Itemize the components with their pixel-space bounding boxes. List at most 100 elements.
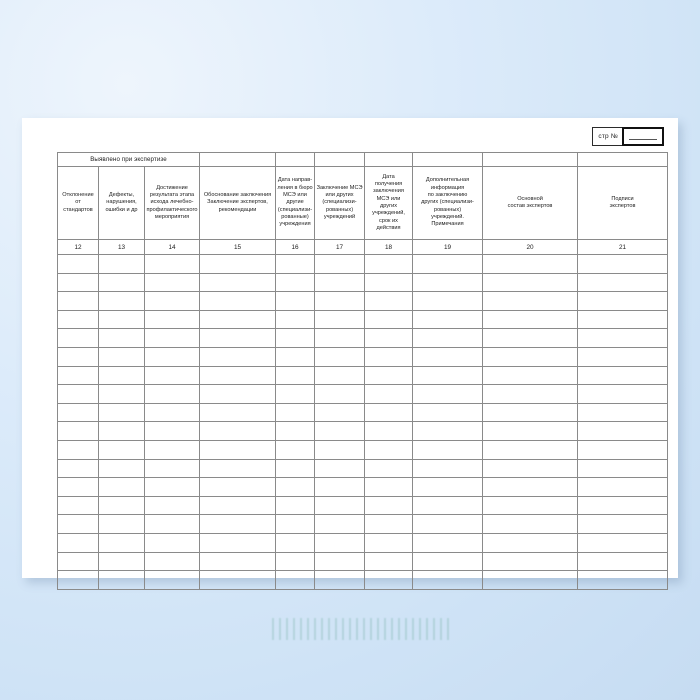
table-cell[interactable]	[482, 458, 579, 479]
table-cell[interactable]	[143, 477, 201, 497]
table-cell[interactable]	[577, 439, 669, 460]
table-cell[interactable]	[412, 291, 484, 311]
table-cell[interactable]	[482, 421, 579, 441]
table-cell[interactable]	[98, 495, 145, 516]
table-row[interactable]	[57, 384, 669, 404]
table-cell[interactable]	[199, 570, 277, 590]
table-cell[interactable]	[577, 365, 669, 386]
table-cell[interactable]	[364, 551, 414, 572]
table-cell[interactable]	[364, 384, 414, 404]
table-cell[interactable]	[412, 365, 484, 386]
table-cell[interactable]	[275, 384, 316, 404]
page-number-field[interactable]: стр №	[592, 127, 664, 146]
table-cell[interactable]	[57, 439, 99, 460]
table-cell[interactable]	[314, 570, 366, 590]
table-row[interactable]	[57, 365, 669, 386]
table-cell[interactable]	[314, 272, 366, 293]
table-cell[interactable]	[98, 384, 145, 404]
table-cell[interactable]	[57, 458, 99, 479]
table-cell[interactable]	[314, 551, 366, 572]
table-cell[interactable]	[57, 328, 99, 348]
table-cell[interactable]	[199, 365, 277, 386]
table-cell[interactable]	[199, 551, 277, 572]
table-cell[interactable]	[577, 495, 669, 516]
table-cell[interactable]	[143, 439, 201, 460]
table-cell[interactable]	[275, 328, 316, 348]
table-cell[interactable]	[98, 458, 145, 479]
table-cell[interactable]	[199, 254, 277, 274]
table-cell[interactable]	[314, 477, 366, 497]
table-cell[interactable]	[98, 365, 145, 386]
table-cell[interactable]	[199, 272, 277, 293]
table-cell[interactable]	[412, 495, 484, 516]
table-cell[interactable]	[98, 551, 145, 572]
table-cell[interactable]	[482, 570, 579, 590]
table-cell[interactable]	[275, 495, 316, 516]
table-cell[interactable]	[98, 439, 145, 460]
table-cell[interactable]	[577, 346, 669, 367]
table-cell[interactable]	[364, 328, 414, 348]
table-cell[interactable]	[143, 309, 201, 330]
table-cell[interactable]	[364, 439, 414, 460]
table-cell[interactable]	[98, 328, 145, 348]
table-cell[interactable]	[482, 365, 579, 386]
table-cell[interactable]	[412, 421, 484, 441]
table-cell[interactable]	[577, 309, 669, 330]
table-cell[interactable]	[482, 551, 579, 572]
table-cell[interactable]	[314, 514, 366, 534]
table-cell[interactable]	[98, 291, 145, 311]
table-row[interactable]	[57, 458, 669, 479]
table-row[interactable]	[57, 570, 669, 590]
table-cell[interactable]	[199, 402, 277, 423]
table-cell[interactable]	[143, 458, 201, 479]
table-cell[interactable]	[143, 402, 201, 423]
table-cell[interactable]	[275, 421, 316, 441]
table-cell[interactable]	[577, 477, 669, 497]
table-cell[interactable]	[364, 346, 414, 367]
table-cell[interactable]	[577, 551, 669, 572]
table-row[interactable]	[57, 291, 669, 311]
table-row[interactable]	[57, 495, 669, 516]
table-cell[interactable]	[143, 272, 201, 293]
table-cell[interactable]	[577, 570, 669, 590]
table-cell[interactable]	[275, 439, 316, 460]
table-cell[interactable]	[275, 570, 316, 590]
table-cell[interactable]	[275, 477, 316, 497]
table-cell[interactable]	[482, 254, 579, 274]
table-cell[interactable]	[143, 384, 201, 404]
table-cell[interactable]	[275, 346, 316, 367]
table-cell[interactable]	[275, 272, 316, 293]
table-cell[interactable]	[275, 254, 316, 274]
table-cell[interactable]	[143, 328, 201, 348]
table-cell[interactable]	[412, 439, 484, 460]
table-cell[interactable]	[482, 439, 579, 460]
table-cell[interactable]	[57, 402, 99, 423]
table-cell[interactable]	[364, 272, 414, 293]
table-cell[interactable]	[412, 254, 484, 274]
table-cell[interactable]	[275, 365, 316, 386]
table-cell[interactable]	[143, 570, 201, 590]
table-cell[interactable]	[412, 477, 484, 497]
table-cell[interactable]	[314, 254, 366, 274]
table-row[interactable]	[57, 477, 669, 497]
table-row[interactable]	[57, 254, 669, 274]
table-cell[interactable]	[314, 439, 366, 460]
table-cell[interactable]	[275, 551, 316, 572]
table-cell[interactable]	[199, 309, 277, 330]
table-cell[interactable]	[482, 309, 579, 330]
table-cell[interactable]	[199, 477, 277, 497]
table-cell[interactable]	[482, 495, 579, 516]
table-cell[interactable]	[364, 458, 414, 479]
table-row[interactable]	[57, 328, 669, 348]
table-cell[interactable]	[98, 402, 145, 423]
table-cell[interactable]	[57, 309, 99, 330]
table-cell[interactable]	[98, 272, 145, 293]
table-cell[interactable]	[364, 514, 414, 534]
table-cell[interactable]	[412, 346, 484, 367]
table-cell[interactable]	[57, 365, 99, 386]
table-row[interactable]	[57, 532, 669, 553]
table-cell[interactable]	[314, 402, 366, 423]
table-cell[interactable]	[482, 291, 579, 311]
table-cell[interactable]	[314, 309, 366, 330]
page-number-input[interactable]	[622, 127, 664, 146]
